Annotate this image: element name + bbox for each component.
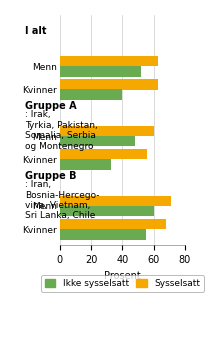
Bar [60, 56, 158, 66]
Bar [60, 79, 158, 90]
Bar [60, 89, 122, 100]
Bar [60, 229, 146, 239]
Bar [60, 149, 147, 160]
Text: : Iran,
Bosnia-Hercego-
vina, Vietnam,
Sri Lanka, Chile: : Iran, Bosnia-Hercego- vina, Vietnam, S… [25, 180, 99, 221]
Bar [60, 159, 111, 170]
Text: : Irak,
Tyrkia, Pakistan,
Somalia, Serbia
og Montenegro: : Irak, Tyrkia, Pakistan, Somalia, Serbi… [25, 110, 97, 151]
Legend: Ikke sysselsatt, Sysselsatt: Ikke sysselsatt, Sysselsatt [41, 276, 204, 292]
Text: I alt: I alt [25, 26, 46, 36]
Bar [60, 195, 171, 206]
Bar [60, 66, 141, 77]
Bar [60, 126, 154, 136]
Bar [60, 136, 135, 146]
X-axis label: Prosent: Prosent [104, 271, 141, 281]
Text: Gruppe A: Gruppe A [25, 101, 76, 111]
Text: Gruppe B: Gruppe B [25, 171, 76, 181]
Bar [60, 219, 166, 229]
Bar [60, 206, 154, 216]
